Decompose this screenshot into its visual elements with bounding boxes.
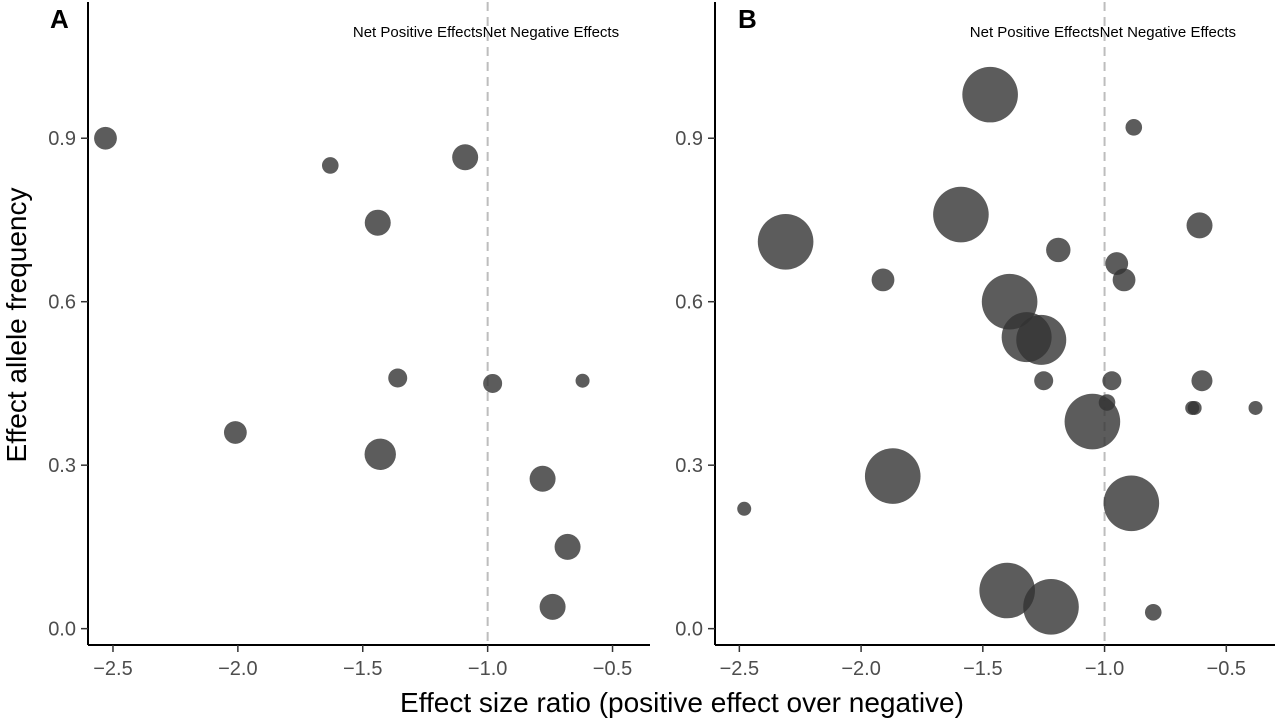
data-point xyxy=(529,465,556,492)
data-point xyxy=(483,373,503,393)
x-tick-label: −2.0 xyxy=(218,658,257,680)
x-tick-label: −1.5 xyxy=(343,658,382,680)
data-point xyxy=(321,157,339,174)
x-tick-label: −1.5 xyxy=(963,658,1002,680)
data-point xyxy=(1016,314,1067,365)
y-tick-label: 0.3 xyxy=(675,455,703,477)
annotation-net-negative: Net Negative Effects xyxy=(483,24,619,41)
data-point xyxy=(1187,400,1202,415)
data-point xyxy=(1046,237,1071,263)
data-point xyxy=(979,562,1035,619)
data-point xyxy=(1248,400,1263,415)
y-tick-label: 0.0 xyxy=(675,619,703,641)
data-point xyxy=(575,373,590,388)
data-point xyxy=(1023,579,1079,635)
data-point xyxy=(737,501,752,516)
data-point xyxy=(554,533,581,560)
x-axis-title: Effect size ratio (positive effect over … xyxy=(400,687,964,718)
data-point xyxy=(1034,371,1054,391)
data-point xyxy=(962,66,1018,123)
panel-b: B −2.5 −2.0 −1.5 −1.0 −0.5 0.0 0.3 0.6 0.9 Net Pos… xyxy=(675,2,1275,680)
y-tick-label: 0.3 xyxy=(48,455,76,477)
data-point xyxy=(1186,212,1213,239)
y-tick-label: 0.0 xyxy=(48,619,76,641)
data-point xyxy=(1112,268,1136,292)
x-tick-label: −1.0 xyxy=(468,658,507,680)
data-point xyxy=(864,448,921,504)
annotation-net-positive: Net Positive Effects xyxy=(970,24,1100,41)
data-point xyxy=(1191,370,1213,392)
panel-label: A xyxy=(50,4,69,34)
data-point xyxy=(871,268,895,292)
panel-label: B xyxy=(738,4,757,34)
data-point xyxy=(1144,604,1162,621)
x-tick-label: −1.0 xyxy=(1085,658,1124,680)
data-point xyxy=(364,209,391,236)
data-point xyxy=(364,438,396,470)
annotation-net-negative: Net Negative Effects xyxy=(1100,24,1236,41)
x-tick-label: −0.5 xyxy=(1207,658,1246,680)
data-point xyxy=(223,421,247,444)
data-point xyxy=(933,186,989,243)
annotation-net-positive: Net Positive Effects xyxy=(353,24,483,41)
x-tick-label: −2.0 xyxy=(841,658,880,680)
data-point xyxy=(1125,119,1143,136)
panel-a: A −2.5 −2.0 −1.5 −1.0 −0.5 0.0 0.3 0.6 0.9 Net Pos… xyxy=(48,2,650,680)
y-tick-label: 0.6 xyxy=(48,292,76,314)
data-point xyxy=(388,368,408,388)
y-tick-label: 0.9 xyxy=(48,128,76,150)
y-axis-title: Effect allele frequency xyxy=(1,188,32,463)
x-tick-label: −2.5 xyxy=(93,658,132,680)
y-tick-label: 0.6 xyxy=(675,292,703,314)
data-point xyxy=(539,593,566,620)
data-point xyxy=(1103,475,1160,532)
y-tick-label: 0.9 xyxy=(675,128,703,150)
data-point xyxy=(1102,371,1122,391)
data-point xyxy=(94,126,117,150)
data-point xyxy=(757,213,814,270)
data-point xyxy=(452,144,479,171)
x-tick-label: −2.5 xyxy=(720,658,759,680)
data-point xyxy=(1064,393,1121,450)
x-tick-label: −0.5 xyxy=(593,658,632,680)
